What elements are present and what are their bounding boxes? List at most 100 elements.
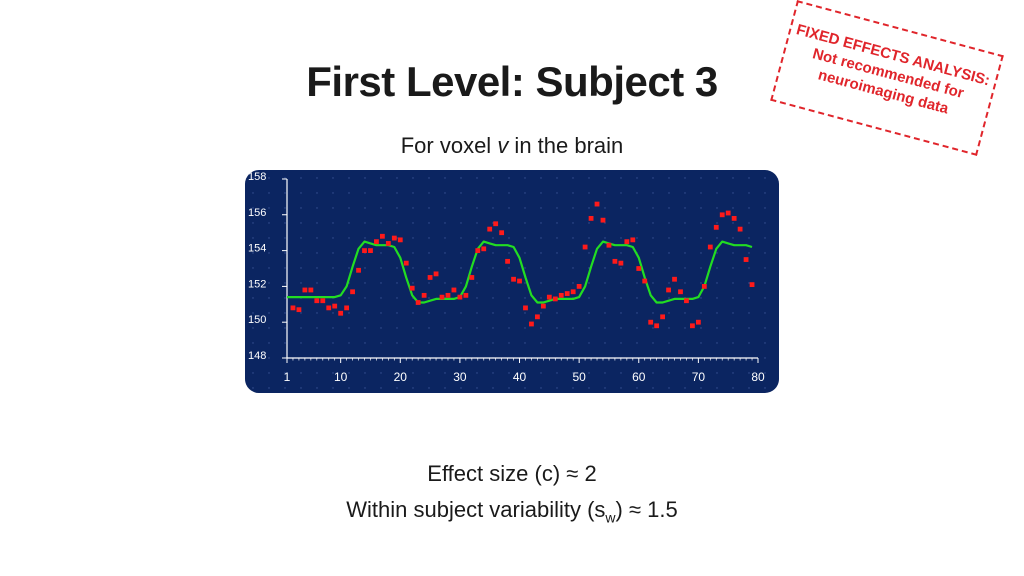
y-tick-label: 150 <box>248 314 266 326</box>
background-dot <box>540 192 542 194</box>
x-tick-label: 1 <box>284 370 291 384</box>
background-dot <box>300 192 302 194</box>
data-point <box>546 294 552 300</box>
background-dot <box>300 177 302 179</box>
background-dot <box>636 372 638 374</box>
background-dot <box>284 222 286 224</box>
background-dot <box>636 282 638 284</box>
background-dot <box>300 207 302 209</box>
data-point <box>487 226 493 232</box>
background-dot <box>364 177 366 179</box>
background-dot <box>444 207 446 209</box>
data-point <box>338 310 344 316</box>
background-dot <box>652 237 654 239</box>
background-dot <box>300 342 302 344</box>
background-dot <box>588 372 590 374</box>
background-dot <box>492 387 494 389</box>
x-tick-label: 40 <box>513 370 527 384</box>
background-dot <box>668 297 670 299</box>
data-point <box>451 287 457 293</box>
background-dot <box>492 237 494 239</box>
background-dot <box>412 342 414 344</box>
background-dot <box>348 207 350 209</box>
background-dot <box>252 222 254 224</box>
data-point <box>666 287 671 293</box>
background-dot <box>588 207 590 209</box>
data-point <box>731 215 737 221</box>
background-dot <box>284 372 286 374</box>
background-dot <box>476 372 478 374</box>
background-dot <box>396 327 398 329</box>
background-dot <box>268 372 270 374</box>
background-dot <box>524 207 526 209</box>
background-dot <box>652 312 654 314</box>
background-dot <box>572 342 574 344</box>
data-point <box>582 244 588 250</box>
background-dot <box>348 297 350 299</box>
data-point <box>594 201 600 207</box>
background-dot <box>716 177 718 179</box>
background-dot <box>604 327 606 329</box>
background-dot <box>700 192 702 194</box>
background-dot <box>620 372 622 374</box>
background-dot <box>732 372 734 374</box>
background-dot <box>556 237 558 239</box>
background-dot <box>444 267 446 269</box>
data-point <box>344 305 350 311</box>
background-dot <box>460 327 462 329</box>
background-dot <box>684 192 686 194</box>
background-dot <box>412 267 414 269</box>
background-dot <box>668 327 670 329</box>
background-dot <box>588 297 590 299</box>
background-dot <box>252 297 254 299</box>
background-dot <box>332 237 334 239</box>
background-dot <box>364 342 366 344</box>
background-dot <box>716 297 718 299</box>
data-point <box>701 284 707 289</box>
background-dot <box>620 342 622 344</box>
background-dot <box>668 252 670 254</box>
background-dot <box>652 327 654 329</box>
background-dot <box>604 192 606 194</box>
background-dot <box>396 297 398 299</box>
background-dot <box>332 312 334 314</box>
data-point <box>719 212 725 218</box>
background-dot <box>668 237 670 239</box>
background-dot <box>348 192 350 194</box>
background-dot <box>620 312 622 314</box>
data-point <box>743 257 749 262</box>
background-dot <box>428 297 430 299</box>
background-dot <box>268 342 270 344</box>
background-dot <box>444 282 446 284</box>
data-point <box>737 226 743 232</box>
background-dot <box>428 312 430 314</box>
data-point <box>684 298 689 304</box>
background-dot <box>300 282 302 284</box>
data-point <box>707 244 713 250</box>
background-dot <box>572 177 574 179</box>
background-dot <box>412 222 414 224</box>
background-dot <box>524 252 526 254</box>
background-dot <box>316 387 318 389</box>
background-dot <box>268 357 270 359</box>
data-point <box>385 241 391 246</box>
x-tick-label: 50 <box>572 370 586 384</box>
background-dot <box>428 327 430 329</box>
background-dot <box>428 177 430 179</box>
background-dot <box>444 312 446 314</box>
background-dot <box>716 372 718 374</box>
background-dot <box>636 342 638 344</box>
background-dot <box>620 222 622 224</box>
background-dot <box>524 237 526 239</box>
data-point <box>660 314 666 320</box>
background-dot <box>556 192 558 194</box>
background-dot <box>764 207 766 209</box>
data-point <box>332 303 338 309</box>
background-dot <box>508 192 510 194</box>
voxel-variable: v <box>497 133 509 158</box>
background-dot <box>748 282 750 284</box>
background-dot <box>716 237 718 239</box>
background-dot <box>284 267 286 269</box>
background-dot <box>556 387 558 389</box>
data-point <box>427 275 433 280</box>
